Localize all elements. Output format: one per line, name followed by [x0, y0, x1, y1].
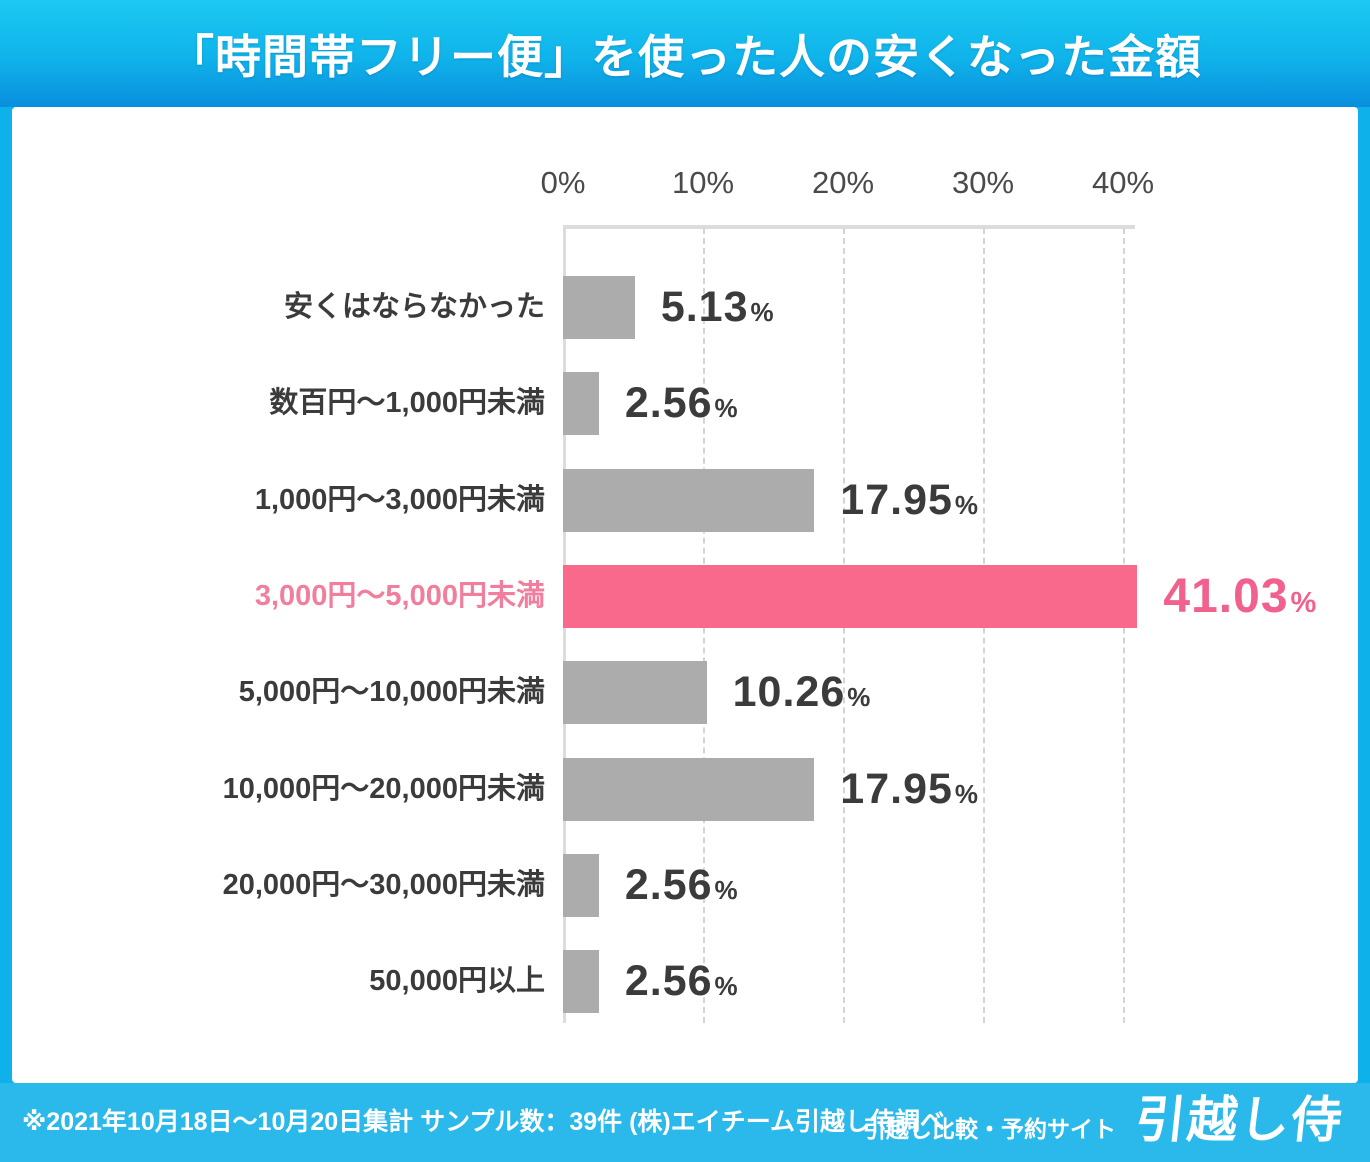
title-bar: 「時間帯フリー便」を使った人の安くなった金額 [0, 0, 1370, 107]
value-number: 17.95 [840, 475, 953, 524]
bar-row: 20,000円〜30,000円未満 2.56% [12, 853, 1358, 917]
bar-row: 安くはならなかった 5.13% [12, 276, 1358, 339]
plot-top-border [563, 225, 1135, 229]
value-number: 17.95 [840, 764, 953, 813]
value-number: 2.56 [624, 860, 713, 909]
value-number: 2.56 [624, 957, 713, 1006]
bar [563, 950, 599, 1014]
bar-row: 5,000円〜10,000円未満 10.26% [12, 661, 1358, 725]
value-number: 2.56 [624, 379, 713, 428]
value-unit: % [954, 489, 979, 520]
chart-title: 「時間帯フリー便」を使った人の安くなった金額 [168, 30, 1202, 83]
bar-row: 1,000円〜3,000円未満 17.95% [12, 468, 1358, 532]
value-label: 41.03% [1163, 565, 1316, 628]
x-axis-ticks: 0% 10% 20% 30% 40% [12, 165, 1358, 209]
x-tick-label: 40% [1091, 165, 1155, 200]
bar [563, 853, 599, 917]
site-tagline: 引越し比較・予約サイト [863, 1116, 1116, 1142]
value-unit: % [750, 297, 774, 327]
category-label: 50,000円以上 [369, 965, 545, 998]
value-label: 2.56% [625, 854, 738, 917]
value-unit: % [847, 682, 871, 713]
value-unit: % [954, 778, 979, 809]
bar-row: 3,000円〜5,000円未満 41.03% [12, 564, 1358, 628]
value-label: 10.26% [733, 661, 871, 724]
bar-row: 50,000円以上 2.56% [12, 950, 1358, 1014]
value-number: 41.03 [1163, 569, 1289, 623]
value-unit: % [714, 971, 738, 1002]
value-number: 5.13 [660, 283, 749, 331]
bar [563, 564, 1138, 628]
bar [563, 757, 815, 821]
survey-note: ※2021年10月18日〜10月20日集計 サンプル数：39件 (株)エイチーム… [22, 1108, 946, 1136]
bar [563, 372, 599, 436]
value-unit: % [714, 874, 738, 905]
category-label: 5,000円〜10,000円未満 [238, 676, 545, 709]
category-label: 3,000円〜5,000円未満 [254, 579, 545, 612]
footer-bar: ※2021年10月18日〜10月20日集計 サンプル数：39件 (株)エイチーム… [0, 1083, 1370, 1162]
value-label: 2.56% [625, 950, 738, 1013]
x-tick-label: 20% [811, 165, 875, 200]
bar-row: 数百円〜1,000円未満 2.56% [12, 372, 1358, 436]
category-label: 1,000円〜3,000円未満 [254, 483, 545, 516]
x-tick-label: 30% [951, 165, 1015, 200]
bar [563, 468, 815, 532]
value-label: 17.95% [840, 758, 978, 821]
value-number: 10.26 [732, 668, 846, 717]
value-label: 17.95% [840, 469, 978, 532]
category-label: 10,000円〜20,000円未満 [222, 772, 545, 805]
x-tick-label: 0% [540, 165, 586, 200]
bar-row: 10,000円〜20,000円未満 17.95% [12, 757, 1358, 821]
value-label: 2.56% [625, 372, 738, 435]
value-unit: % [714, 393, 738, 424]
value-unit: % [1290, 586, 1317, 619]
brand-block: 引越し比較・予約サイト 引越し侍 [863, 1080, 1347, 1152]
bar [563, 661, 707, 725]
category-label: 安くはならなかった [283, 291, 545, 323]
category-label: 20,000円〜30,000円未満 [222, 868, 545, 901]
chart-panel: 0% 10% 20% 30% 40% 安くはならなかった 5.13% 数百円〜1,000円未… [12, 107, 1358, 1083]
site-logo: 引越し侍 [1132, 1092, 1347, 1148]
bar [563, 276, 635, 339]
bar-rows: 安くはならなかった 5.13% 数百円〜1,000円未満 2.56% 1,000円〜3,… [12, 228, 1358, 1023]
x-tick-label: 10% [671, 165, 735, 200]
category-label: 数百円〜1,000円未満 [269, 387, 545, 420]
value-label: 5.13% [661, 276, 774, 339]
